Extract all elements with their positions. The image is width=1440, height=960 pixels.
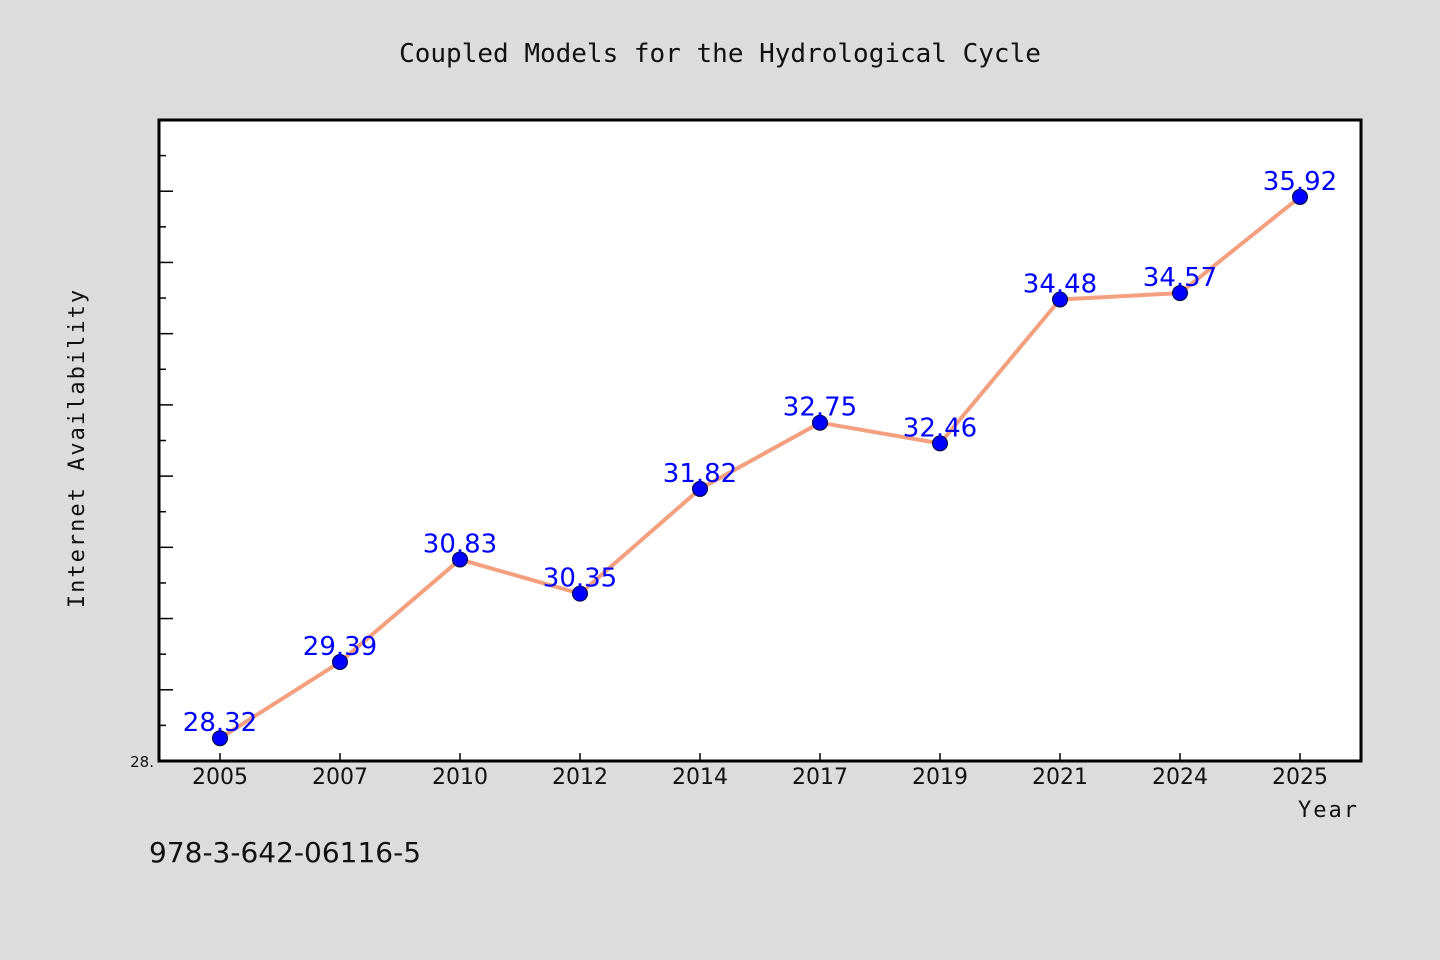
series-layer: 28.32 29.39 30.83 30.35 31.82 32.75 32.46 34.48…: [183, 167, 1337, 747]
x-tick-label: 2014: [672, 765, 728, 790]
data-point: [332, 654, 348, 671]
data-label: 35.92: [1263, 167, 1337, 197]
x-tick-label: 2024: [1152, 765, 1208, 790]
x-axis-label: Year: [1298, 798, 1359, 823]
data-point: [1052, 291, 1068, 308]
x-tick-label: 2010: [432, 765, 488, 790]
data-point: [932, 435, 948, 452]
plot-area: [157, 118, 1363, 763]
data-label: 30.83: [423, 529, 497, 559]
data-point: [212, 730, 228, 747]
x-axis-ticks: 2005 2007 2010 2012 2014 2017 2019 2021 2024 2025: [192, 753, 1328, 790]
footer-isbn: 978-3-642-06116-5: [149, 836, 421, 869]
data-label: 32.46: [903, 413, 977, 443]
x-tick-label: 2007: [312, 765, 368, 790]
data-label: 28.32: [183, 708, 257, 738]
data-label: 34.57: [1143, 263, 1217, 293]
data-label: 29.39: [303, 632, 377, 662]
data-point: [452, 551, 468, 568]
data-point: [812, 414, 828, 431]
x-tick-label: 2017: [792, 765, 848, 790]
x-tick-label: 2021: [1032, 765, 1088, 790]
x-tick-label: 2012: [552, 765, 608, 790]
y-tick-label: 28.: [130, 753, 154, 771]
series-line: [218, 194, 1302, 741]
x-tick-label: 2025: [1272, 765, 1328, 790]
data-point: [1172, 285, 1188, 302]
data-label: 34.48: [1023, 269, 1097, 299]
data-label: 30.35: [543, 564, 617, 594]
x-tick-label: 2019: [912, 765, 968, 790]
data-point: [1292, 188, 1308, 205]
x-tick-label: 2005: [192, 765, 248, 790]
data-label: 31.82: [663, 459, 737, 489]
y-axis-ticks: [159, 154, 173, 727]
chart-title: Coupled Models for the Hydrological Cycl…: [399, 39, 1041, 69]
data-label: 32.75: [783, 393, 857, 423]
data-point: [692, 480, 708, 497]
y-axis-label: Internet Availability: [65, 288, 90, 608]
data-point: [572, 585, 588, 602]
